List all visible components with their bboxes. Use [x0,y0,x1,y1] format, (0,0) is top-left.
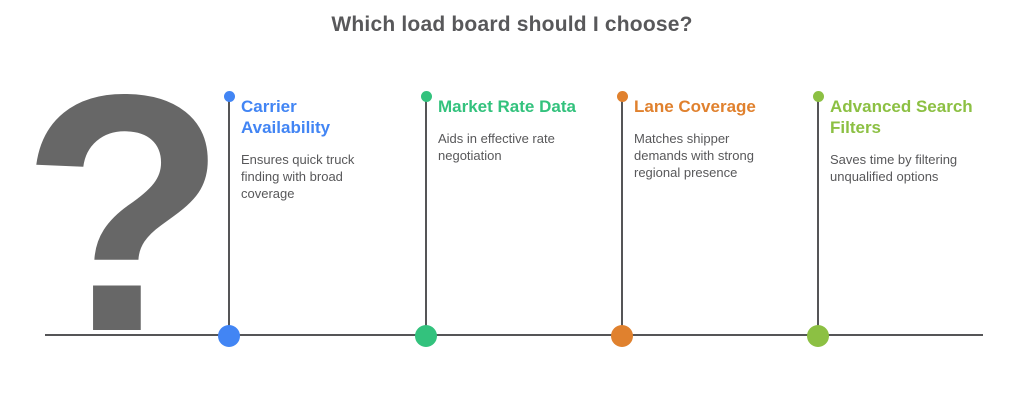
milestone-top-dot [813,91,824,102]
milestone-top-dot [421,91,432,102]
milestone-bottom-dot [218,325,240,347]
milestone-market-rate-data: Market Rate Data Aids in effective rate … [415,91,611,347]
milestone-bottom-dot [807,325,829,347]
question-mark-graphic: ? [21,24,227,345]
vertical-connector [817,96,819,336]
milestone-description: Matches shipper demands with strong regi… [634,131,754,181]
milestone-title: Advanced Search Filters [830,97,973,138]
question-mark-glyph: ? [21,24,227,345]
vertical-connector [228,96,230,336]
milestone-content: Lane Coverage Matches shipper demands wi… [634,96,807,182]
milestone-description: Saves time by filtering unqualified opti… [830,152,958,185]
vertical-connector [621,96,623,336]
milestone-content: Market Rate Data Aids in effective rate … [438,96,611,164]
page-title: Which load board should I choose? [331,13,693,36]
milestone-carrier-availability: Carrier Availability Ensures quick truck… [218,91,414,347]
milestone-content: Advanced Search Filters Saves time by fi… [830,96,1003,185]
milestone-title: Market Rate Data [438,97,576,116]
milestone-description: Ensures quick truck finding with broad c… [241,152,355,202]
milestone-top-dot [224,91,235,102]
milestone-top-dot [617,91,628,102]
milestone-bottom-dot [611,325,633,347]
milestone-title: Lane Coverage [634,97,756,116]
milestone-lane-coverage: Lane Coverage Matches shipper demands wi… [611,91,807,347]
milestone-description: Aids in effective rate negotiation [438,131,555,164]
timeline-axis [45,334,983,336]
milestone-bottom-dot [415,325,437,347]
milestone-advanced-search-filters: Advanced Search Filters Saves time by fi… [807,91,1003,347]
vertical-connector [425,96,427,336]
milestone-title: Carrier Availability [241,97,331,138]
milestone-content: Carrier Availability Ensures quick truck… [241,96,414,203]
